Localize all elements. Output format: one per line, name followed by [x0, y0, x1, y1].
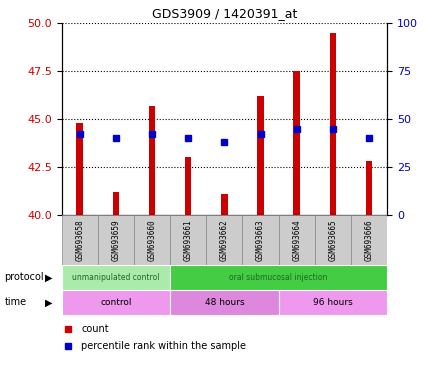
Text: GSM693664: GSM693664 [292, 219, 301, 261]
Text: count: count [81, 324, 109, 334]
Text: ▶: ▶ [44, 272, 52, 283]
Text: time: time [4, 297, 26, 308]
Bar [366, 161, 372, 215]
Text: GSM693661: GSM693661 [184, 219, 193, 261]
Text: 96 hours: 96 hours [313, 298, 353, 307]
Text: GSM693658: GSM693658 [75, 219, 84, 261]
Text: GSM693665: GSM693665 [328, 219, 337, 261]
Text: ▶: ▶ [44, 297, 52, 308]
Text: control: control [100, 298, 132, 307]
Bar [77, 123, 83, 215]
Bar [293, 71, 300, 215]
Text: GSM693666: GSM693666 [365, 219, 374, 261]
Bar [279, 215, 315, 265]
Bar [62, 265, 170, 290]
Text: GSM693659: GSM693659 [111, 219, 121, 261]
Bar [62, 290, 170, 315]
Text: GSM693660: GSM693660 [147, 219, 157, 261]
Bar [242, 215, 279, 265]
Bar [170, 265, 387, 290]
Bar [257, 96, 264, 215]
Title: GDS3909 / 1420391_at: GDS3909 / 1420391_at [152, 7, 297, 20]
Text: protocol: protocol [4, 272, 44, 283]
Text: oral submucosal injection: oral submucosal injection [230, 273, 328, 282]
Bar [170, 215, 206, 265]
Bar [98, 215, 134, 265]
Bar [62, 215, 98, 265]
Bar [221, 194, 227, 215]
Text: percentile rank within the sample: percentile rank within the sample [81, 341, 246, 351]
Bar [170, 290, 279, 315]
Bar [206, 215, 242, 265]
Text: GSM693662: GSM693662 [220, 219, 229, 261]
Bar [351, 215, 387, 265]
Text: GSM693663: GSM693663 [256, 219, 265, 261]
Bar [185, 157, 191, 215]
Text: unmanipulated control: unmanipulated control [72, 273, 160, 282]
Bar [315, 215, 351, 265]
Bar [279, 290, 387, 315]
Bar [134, 215, 170, 265]
Bar [113, 192, 119, 215]
Bar [330, 33, 336, 215]
Bar [149, 106, 155, 215]
Text: 48 hours: 48 hours [205, 298, 244, 307]
